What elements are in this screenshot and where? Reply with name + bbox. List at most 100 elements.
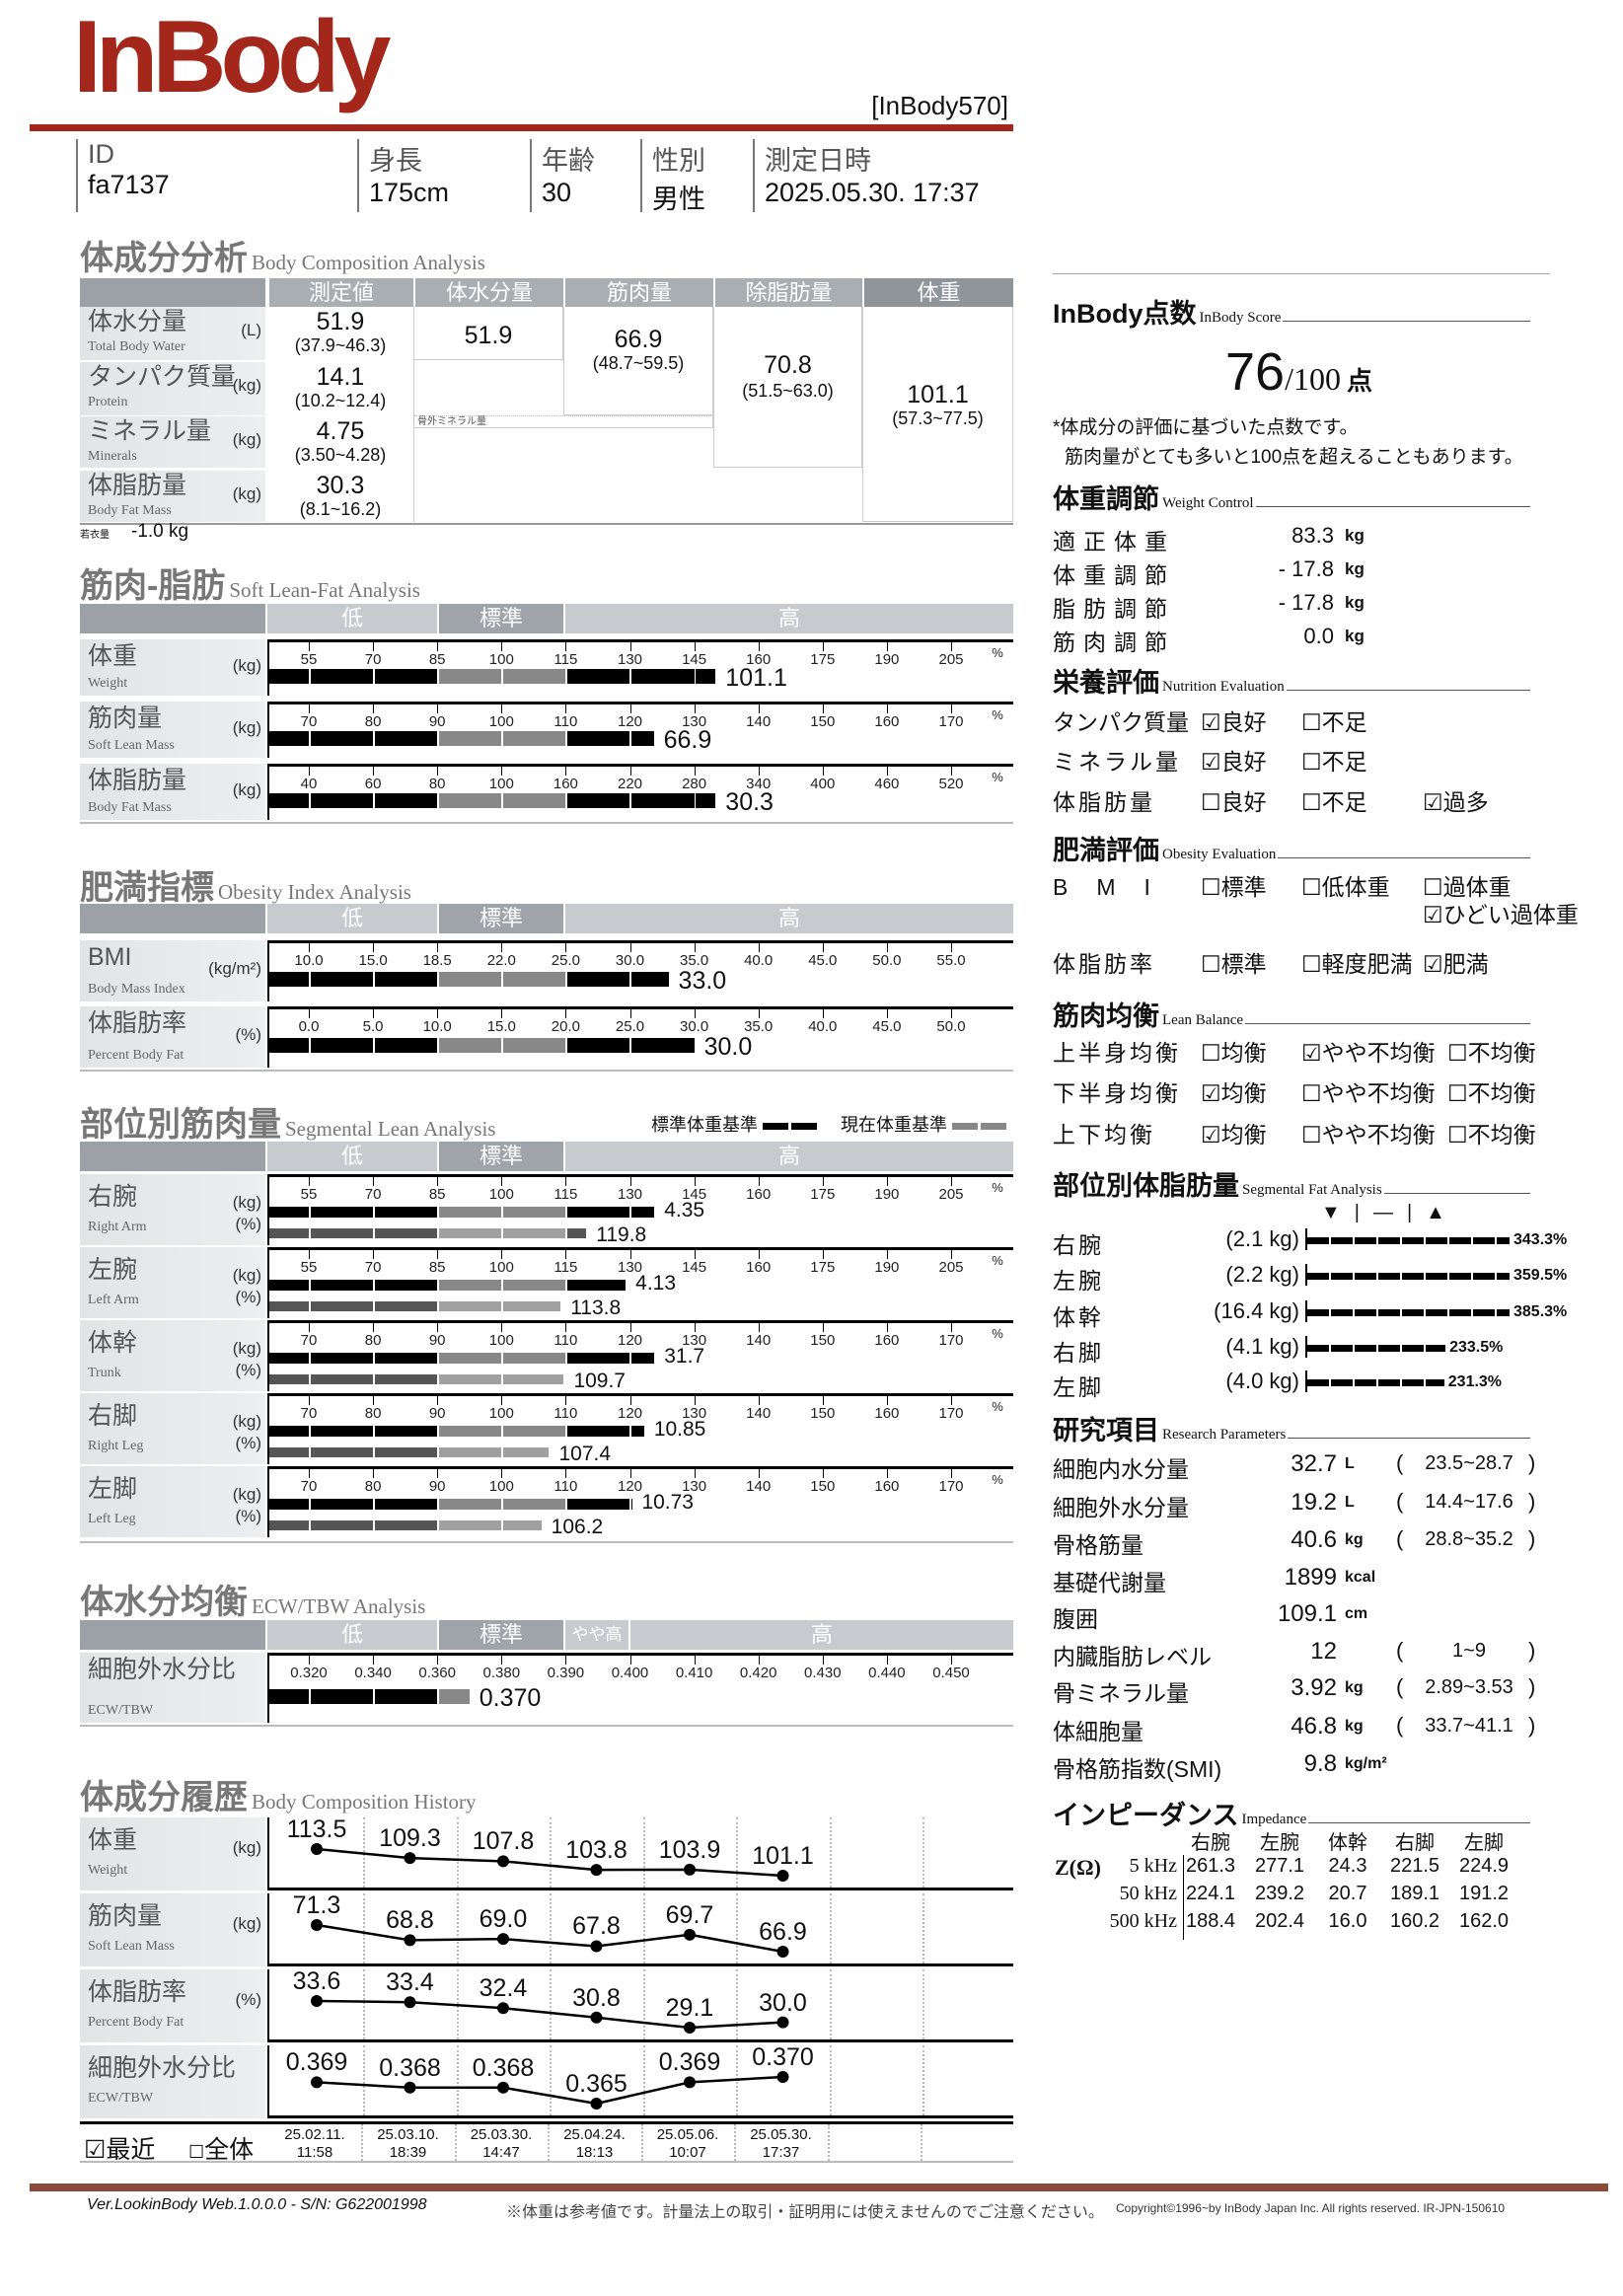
checkbox-checked-icon[interactable]: ☑: [1201, 1080, 1221, 1106]
eval-option[interactable]: ☐良好: [1201, 783, 1267, 817]
checkbox-icon[interactable]: ☐: [1201, 874, 1221, 900]
tick-mark: [758, 1469, 760, 1478]
history-point: [404, 1934, 416, 1947]
eval-option[interactable]: ☑良好: [1201, 704, 1267, 737]
obesity_eval-header: 肥満評価 Obesity Evaluation: [1053, 829, 1530, 867]
checkbox-icon[interactable]: ☐: [1301, 874, 1322, 900]
row-jp: 筋肉量: [88, 704, 163, 732]
row-jp: 右腕: [88, 1183, 138, 1211]
bar-segment: [631, 792, 695, 808]
eval-option[interactable]: ☑均衡: [1201, 1074, 1267, 1108]
eval-label: 上下均衡: [1053, 1122, 1155, 1148]
checkbox-checked-icon[interactable]: ☑: [1201, 749, 1221, 775]
tick-mark: [437, 1009, 439, 1018]
recent-checkbox[interactable]: ☑最近: [84, 2130, 155, 2166]
bar-segment: [374, 972, 438, 987]
impedance-value: 221.5: [1389, 1855, 1440, 1877]
seg-fat-bar: [1307, 1237, 1510, 1244]
tick-label: 130: [617, 1259, 643, 1276]
kg-bar-segment: [438, 1353, 502, 1364]
tick-label: 150: [810, 713, 836, 730]
eval-option[interactable]: ☐標準: [1201, 868, 1267, 902]
lean_balance-subtitle: Lean Balance: [1162, 1012, 1244, 1028]
eval-option[interactable]: ☑肥満: [1423, 945, 1489, 979]
seg-fat-label: 右脚: [1053, 1340, 1104, 1366]
eval-option[interactable]: ☐不足: [1301, 704, 1367, 737]
tick-mark: [309, 1009, 310, 1018]
bar-segment: [310, 730, 374, 746]
checkbox-icon[interactable]: ☐: [1301, 789, 1322, 815]
info-3: 性別 男性: [640, 139, 753, 214]
segmental-title: 部位別筋肉量 Segmental Lean Analysis: [80, 1106, 496, 1144]
history-point: [684, 1928, 696, 1941]
grid-line: [922, 1969, 924, 2039]
eval-option[interactable]: ☑やや不均衡: [1301, 1034, 1436, 1068]
history-chart: 体重 Weight (kg) 113.5 109.3 107.8 103.8 103.9 101…: [80, 1815, 1013, 2171]
eval-option[interactable]: ☐不均衡: [1447, 1116, 1536, 1149]
tick-label: 100: [488, 776, 514, 792]
eval-option[interactable]: ☐不均衡: [1447, 1074, 1536, 1108]
research-value: 46.8: [1291, 1713, 1337, 1740]
tick-label: 100: [488, 1259, 514, 1276]
percent-bar-segment: [374, 1374, 438, 1384]
checkbox-icon[interactable]: ☐: [1447, 1080, 1468, 1106]
checkbox-icon[interactable]: ☐: [1301, 749, 1322, 775]
checkbox-checked-icon[interactable]: ☑: [1423, 789, 1443, 815]
tick-label: 160: [746, 651, 772, 668]
nutrition-subtitle: Nutrition Evaluation: [1162, 679, 1285, 695]
percent-symbol: %: [992, 707, 1003, 722]
checkbox-checked-icon[interactable]: ☑: [1423, 951, 1443, 977]
row-unit: (kg/m²): [208, 959, 261, 978]
checkbox-icon[interactable]: ☐: [1447, 1040, 1468, 1066]
checkbox-checked-icon[interactable]: ☑: [84, 2136, 107, 2164]
measured-value: 30.3: [316, 472, 365, 499]
eval-option[interactable]: ☐やや不均衡: [1301, 1116, 1436, 1149]
eval-option[interactable]: ☑均衡: [1201, 1116, 1267, 1149]
eval-option[interactable]: ☐低体重: [1301, 868, 1390, 902]
tick-mark: [886, 1656, 888, 1665]
row-jp: BMI: [88, 943, 132, 971]
section-bottom-line: [80, 1070, 1013, 1072]
checkbox-icon[interactable]: ☐: [188, 2142, 205, 2162]
bar-segment: [631, 668, 695, 684]
grid-line: [642, 1893, 645, 1963]
history-point: [776, 1870, 789, 1882]
checkbox-checked-icon[interactable]: ☑: [1423, 902, 1443, 927]
eval-option[interactable]: ☑ひどい過体重: [1423, 896, 1579, 929]
eval-option[interactable]: ☐不足: [1301, 783, 1367, 817]
checkbox-checked-icon[interactable]: ☑: [1301, 1040, 1322, 1066]
segment-chart: 55 70 85 100 115 130 145 160 175 190 205% 4.13 113.8: [267, 1247, 1013, 1319]
eval-option[interactable]: ☐軽度肥満: [1301, 945, 1413, 979]
tick-mark: [758, 1250, 760, 1259]
eval-option[interactable]: ☐標準: [1201, 945, 1267, 979]
history-point: [684, 2076, 696, 2089]
time: 11:58: [296, 2144, 333, 2161]
bar-segment: [374, 792, 438, 808]
impedance-divider: [1183, 1855, 1184, 1940]
eval-option[interactable]: ☐不足: [1301, 743, 1367, 777]
row-unit: (kg): [232, 655, 261, 675]
checkbox-checked-icon[interactable]: ☑: [1201, 1122, 1221, 1148]
eval-option[interactable]: ☐やや不均衡: [1301, 1074, 1436, 1108]
checkbox-icon[interactable]: ☐: [1301, 951, 1322, 977]
checkbox-checked-icon[interactable]: ☑: [1201, 709, 1221, 735]
eval-option[interactable]: ☑良好: [1201, 743, 1267, 777]
eval-option[interactable]: ☐不均衡: [1447, 1034, 1536, 1068]
all-checkbox[interactable]: ☐全体: [188, 2130, 254, 2166]
checkbox-icon[interactable]: ☐: [1201, 789, 1221, 815]
checkbox-icon[interactable]: ☐: [1423, 874, 1443, 900]
eval-option[interactable]: ☑過多: [1423, 783, 1489, 817]
checkbox-icon[interactable]: ☐: [1301, 1080, 1322, 1106]
row-unit: (kg): [232, 484, 261, 503]
tick-label: 145: [682, 651, 707, 668]
kg-bar-segment: [438, 1499, 502, 1510]
checkbox-icon[interactable]: ☐: [1301, 1122, 1322, 1148]
eval-option[interactable]: ☐均衡: [1201, 1034, 1267, 1068]
checkbox-icon[interactable]: ☐: [1301, 709, 1322, 735]
checkbox-icon[interactable]: ☐: [1201, 951, 1221, 977]
checkbox-icon[interactable]: ☐: [1447, 1122, 1468, 1148]
eval-option[interactable]: ☐過体重: [1423, 868, 1512, 902]
tick-label: 70: [364, 651, 382, 668]
checkbox-icon[interactable]: ☐: [1201, 1040, 1221, 1066]
tick-label: 80: [364, 1478, 382, 1495]
